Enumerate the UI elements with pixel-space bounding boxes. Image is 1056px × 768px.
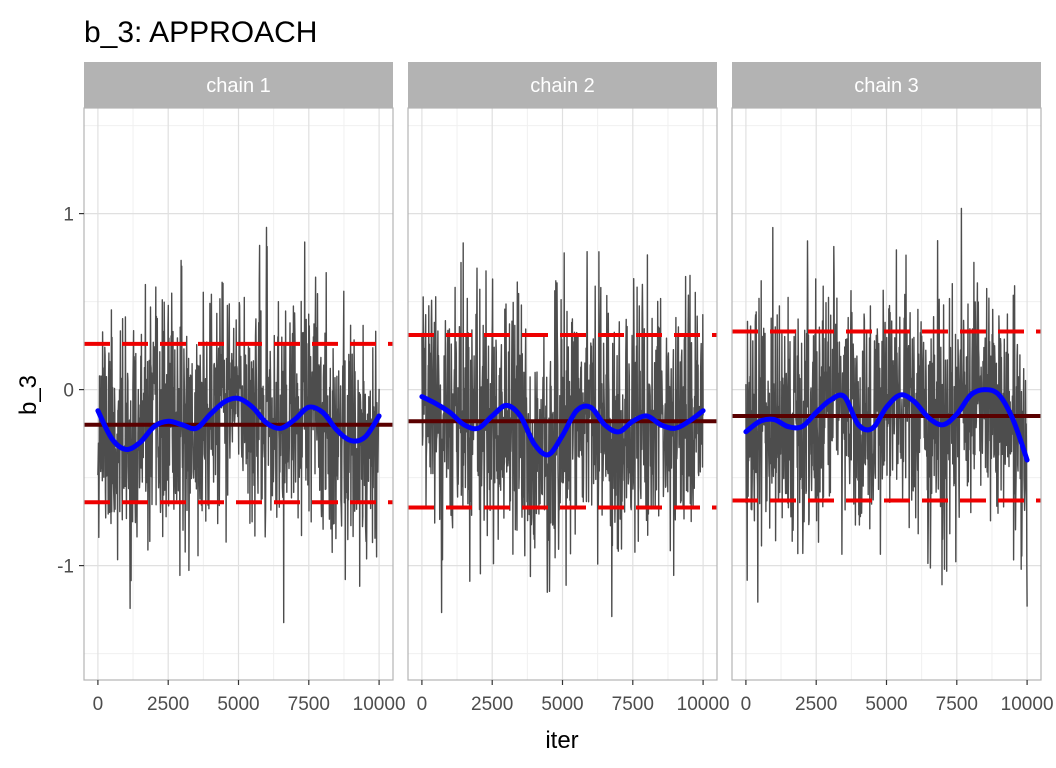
y-tick-label: 1	[63, 205, 74, 226]
x-tick-label: 7500	[936, 694, 978, 715]
facet-panel-1: chain 1 0 2500 5000 7500 10000	[83, 62, 406, 715]
facet-panel-3: chain 3 0 2500 5000 7500 10000	[731, 62, 1054, 715]
smooth-line-3	[743, 387, 1030, 463]
x-tick-label: 0	[417, 694, 428, 715]
y-tick-label: -1	[57, 557, 74, 578]
trace-line-1	[97, 226, 380, 624]
y-axis: -1 0 1	[57, 205, 84, 578]
smooth-line-1	[95, 395, 382, 452]
facet-label-3: chain 3	[854, 75, 919, 97]
facet-panels: chain 1 0 2500 5000 7500 10000 chain 2 0 2500 500…	[83, 62, 1054, 715]
y-axis-title: b_3	[15, 375, 42, 415]
trace-line-2	[421, 242, 704, 618]
x-tick-label: 5000	[865, 694, 907, 715]
facet-strip-3	[732, 62, 1041, 108]
facet-label-1: chain 1	[206, 75, 271, 97]
x-tick-label: 0	[93, 694, 104, 715]
facet-strip-2	[408, 62, 717, 108]
y-tick-label: 0	[63, 381, 74, 402]
x-tick-label: 5000	[541, 694, 583, 715]
x-tick-label: 10000	[677, 694, 730, 715]
facet-panel-2: chain 2 0 2500 5000 7500 10000	[407, 62, 730, 715]
x-tick-label: 2500	[471, 694, 513, 715]
x-tick-label: 5000	[217, 694, 259, 715]
x-tick-label: 0	[741, 694, 752, 715]
chart-title: b_3: APPROACH	[84, 16, 317, 49]
x-tick-label: 2500	[795, 694, 837, 715]
x-tick-label: 10000	[1001, 694, 1054, 715]
smooth-line-2	[419, 394, 706, 458]
x-tick-label: 10000	[353, 694, 406, 715]
trace-line-3	[745, 207, 1028, 607]
x-axis-title: iter	[545, 727, 578, 754]
x-tick-label: 7500	[612, 694, 654, 715]
facet-label-2: chain 2	[530, 75, 595, 97]
x-tick-label: 2500	[147, 694, 189, 715]
facet-strip-1	[84, 62, 393, 108]
x-tick-label: 7500	[288, 694, 330, 715]
